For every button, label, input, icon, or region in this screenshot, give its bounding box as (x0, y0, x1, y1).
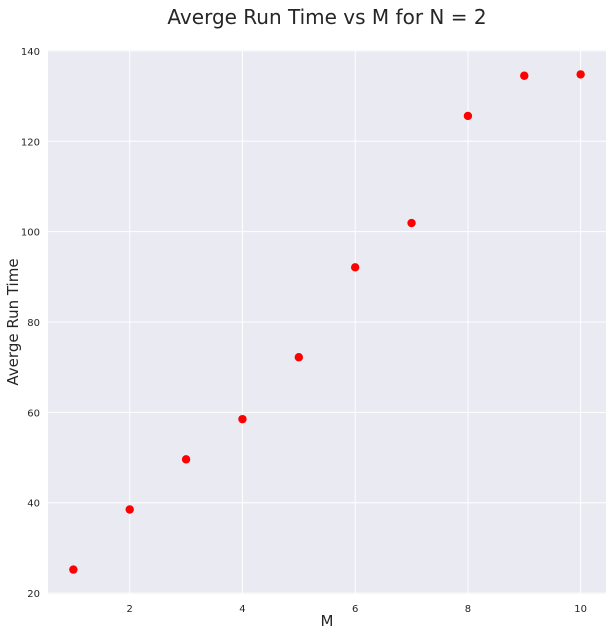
x-tick-label: 10 (574, 604, 587, 615)
data-point (576, 70, 585, 79)
y-tick-labels: 20 40 60 80 100 120 140 (21, 47, 40, 600)
x-tick-label: 8 (465, 604, 471, 615)
y-tick-label: 80 (27, 318, 40, 329)
x-tick-label: 6 (352, 604, 358, 615)
data-point (463, 111, 473, 121)
y-tick-label: 20 (27, 589, 40, 600)
data-point (350, 263, 360, 272)
y-tick-label: 60 (27, 408, 40, 419)
x-tick-label: 4 (239, 604, 245, 615)
y-axis-label: Averge Run Time (4, 258, 22, 385)
x-tick-label: 2 (127, 604, 133, 615)
data-point (181, 455, 191, 464)
y-tick-label: 40 (27, 499, 40, 510)
data-point (69, 565, 78, 574)
data-point (238, 414, 247, 424)
x-axis-label: M (321, 612, 334, 630)
data-point (294, 353, 304, 362)
data-points (69, 70, 585, 574)
data-point (407, 218, 416, 228)
y-tick-label: 120 (21, 137, 40, 148)
grid-lines (48, 50, 606, 594)
y-tick-label: 140 (21, 47, 40, 58)
data-point (520, 71, 529, 80)
y-tick-label: 100 (21, 228, 40, 239)
data-point (125, 505, 134, 514)
chart-title: Averge Run Time vs M for N = 2 (167, 5, 486, 29)
x-tick-labels: 2 4 6 8 10 (127, 604, 587, 615)
